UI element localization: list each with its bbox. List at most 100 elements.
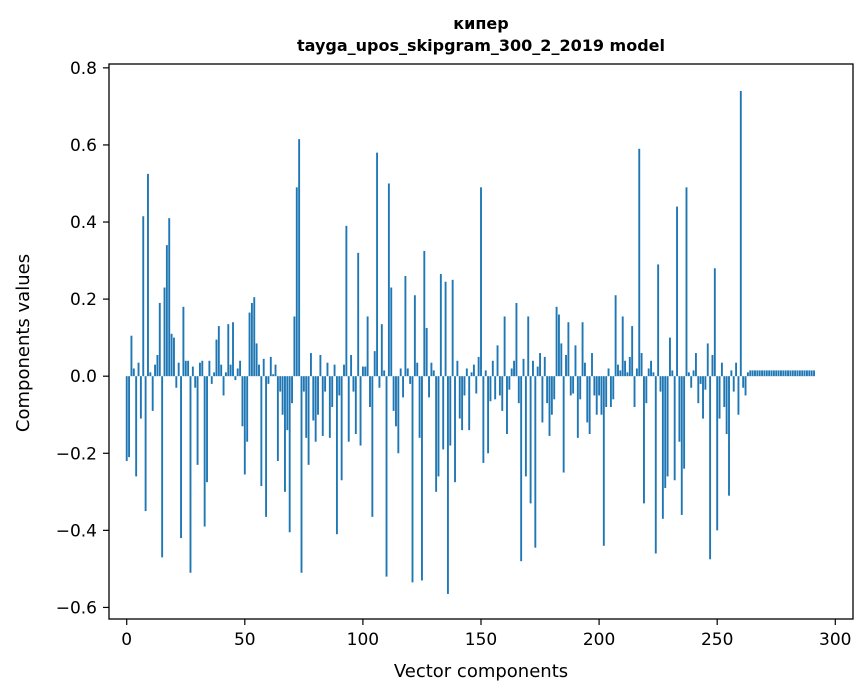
- bar: [498, 376, 501, 396]
- bar: [293, 316, 296, 377]
- bar: [222, 376, 225, 396]
- y-axis-label: Components values: [13, 254, 34, 432]
- bar: [125, 376, 128, 461]
- y-tick-label: 0.8: [70, 59, 97, 79]
- bar: [206, 376, 208, 483]
- bar: [720, 362, 723, 377]
- bar: [163, 287, 166, 377]
- bar: [272, 374, 275, 377]
- x-tick-label: 250: [701, 630, 733, 650]
- bar: [158, 302, 161, 377]
- bar: [319, 354, 322, 377]
- bar: [565, 354, 567, 377]
- bar: [248, 312, 251, 377]
- bar: [260, 376, 263, 487]
- bar: [416, 362, 419, 377]
- bar: [147, 173, 149, 377]
- bar: [723, 376, 726, 408]
- y-tick-label: 0.4: [70, 213, 97, 233]
- bar: [458, 376, 461, 419]
- bar: [144, 376, 147, 512]
- bar: [506, 376, 508, 434]
- bar: [213, 372, 216, 377]
- bar: [678, 376, 681, 442]
- bar: [191, 366, 194, 377]
- bar: [527, 316, 530, 377]
- bar: [387, 183, 390, 377]
- bar: [789, 370, 792, 377]
- bar: [579, 376, 582, 400]
- bar: [690, 376, 693, 388]
- bar: [513, 360, 516, 377]
- bar: [295, 187, 298, 377]
- bar: [227, 324, 230, 377]
- bar: [312, 376, 315, 421]
- bar: [810, 370, 813, 377]
- bar: [673, 376, 676, 481]
- bar: [560, 343, 563, 377]
- bar: [687, 372, 690, 377]
- bar: [239, 360, 242, 377]
- bar: [428, 376, 430, 398]
- bar: [269, 356, 272, 377]
- bar: [685, 187, 688, 377]
- bar: [515, 302, 518, 377]
- y-tick-label: 0.6: [70, 136, 97, 156]
- bar: [742, 376, 745, 388]
- x-tick-label: 200: [583, 630, 615, 650]
- bar: [718, 376, 721, 419]
- bar: [208, 360, 211, 377]
- bar: [243, 376, 246, 475]
- bar: [470, 372, 473, 377]
- bar: [517, 376, 520, 404]
- bar: [132, 368, 135, 377]
- bar: [352, 376, 355, 392]
- bar: [699, 376, 702, 384]
- bar: [279, 376, 282, 392]
- bar: [591, 353, 593, 377]
- bar: [331, 376, 334, 408]
- bar: [706, 343, 709, 377]
- bar: [619, 370, 622, 377]
- y-tick-label: 0.0: [70, 367, 97, 387]
- y-tick-label: −0.4: [56, 521, 97, 541]
- bar: [529, 376, 532, 504]
- bar: [808, 370, 811, 377]
- bar: [359, 376, 362, 446]
- bar: [796, 370, 799, 377]
- bar: [524, 376, 527, 477]
- bar: [758, 370, 761, 377]
- bar: [317, 376, 319, 415]
- bar: [399, 368, 402, 377]
- bar: [588, 376, 591, 434]
- bar: [137, 362, 140, 377]
- bar-series: [125, 90, 815, 594]
- bar: [489, 376, 492, 402]
- bar: [425, 328, 428, 377]
- bar: [680, 376, 683, 515]
- bar: [307, 376, 310, 465]
- bar: [532, 360, 534, 377]
- bar: [184, 360, 187, 377]
- bar: [151, 376, 154, 411]
- bar: [600, 376, 603, 415]
- bar: [326, 362, 329, 377]
- bar: [484, 370, 487, 377]
- bar: [324, 376, 327, 392]
- bar: [546, 376, 549, 404]
- bar: [463, 376, 466, 396]
- bar: [704, 376, 707, 390]
- bar: [683, 376, 686, 469]
- bar: [732, 376, 735, 392]
- bar: [154, 364, 156, 377]
- bar: [659, 376, 662, 392]
- bar: [210, 376, 213, 384]
- bar: [366, 316, 369, 377]
- chart-title: кипер: [453, 14, 508, 33]
- bar: [602, 376, 605, 546]
- bar: [406, 368, 409, 377]
- bar: [739, 90, 742, 377]
- bar: [562, 376, 565, 473]
- bar: [716, 376, 719, 531]
